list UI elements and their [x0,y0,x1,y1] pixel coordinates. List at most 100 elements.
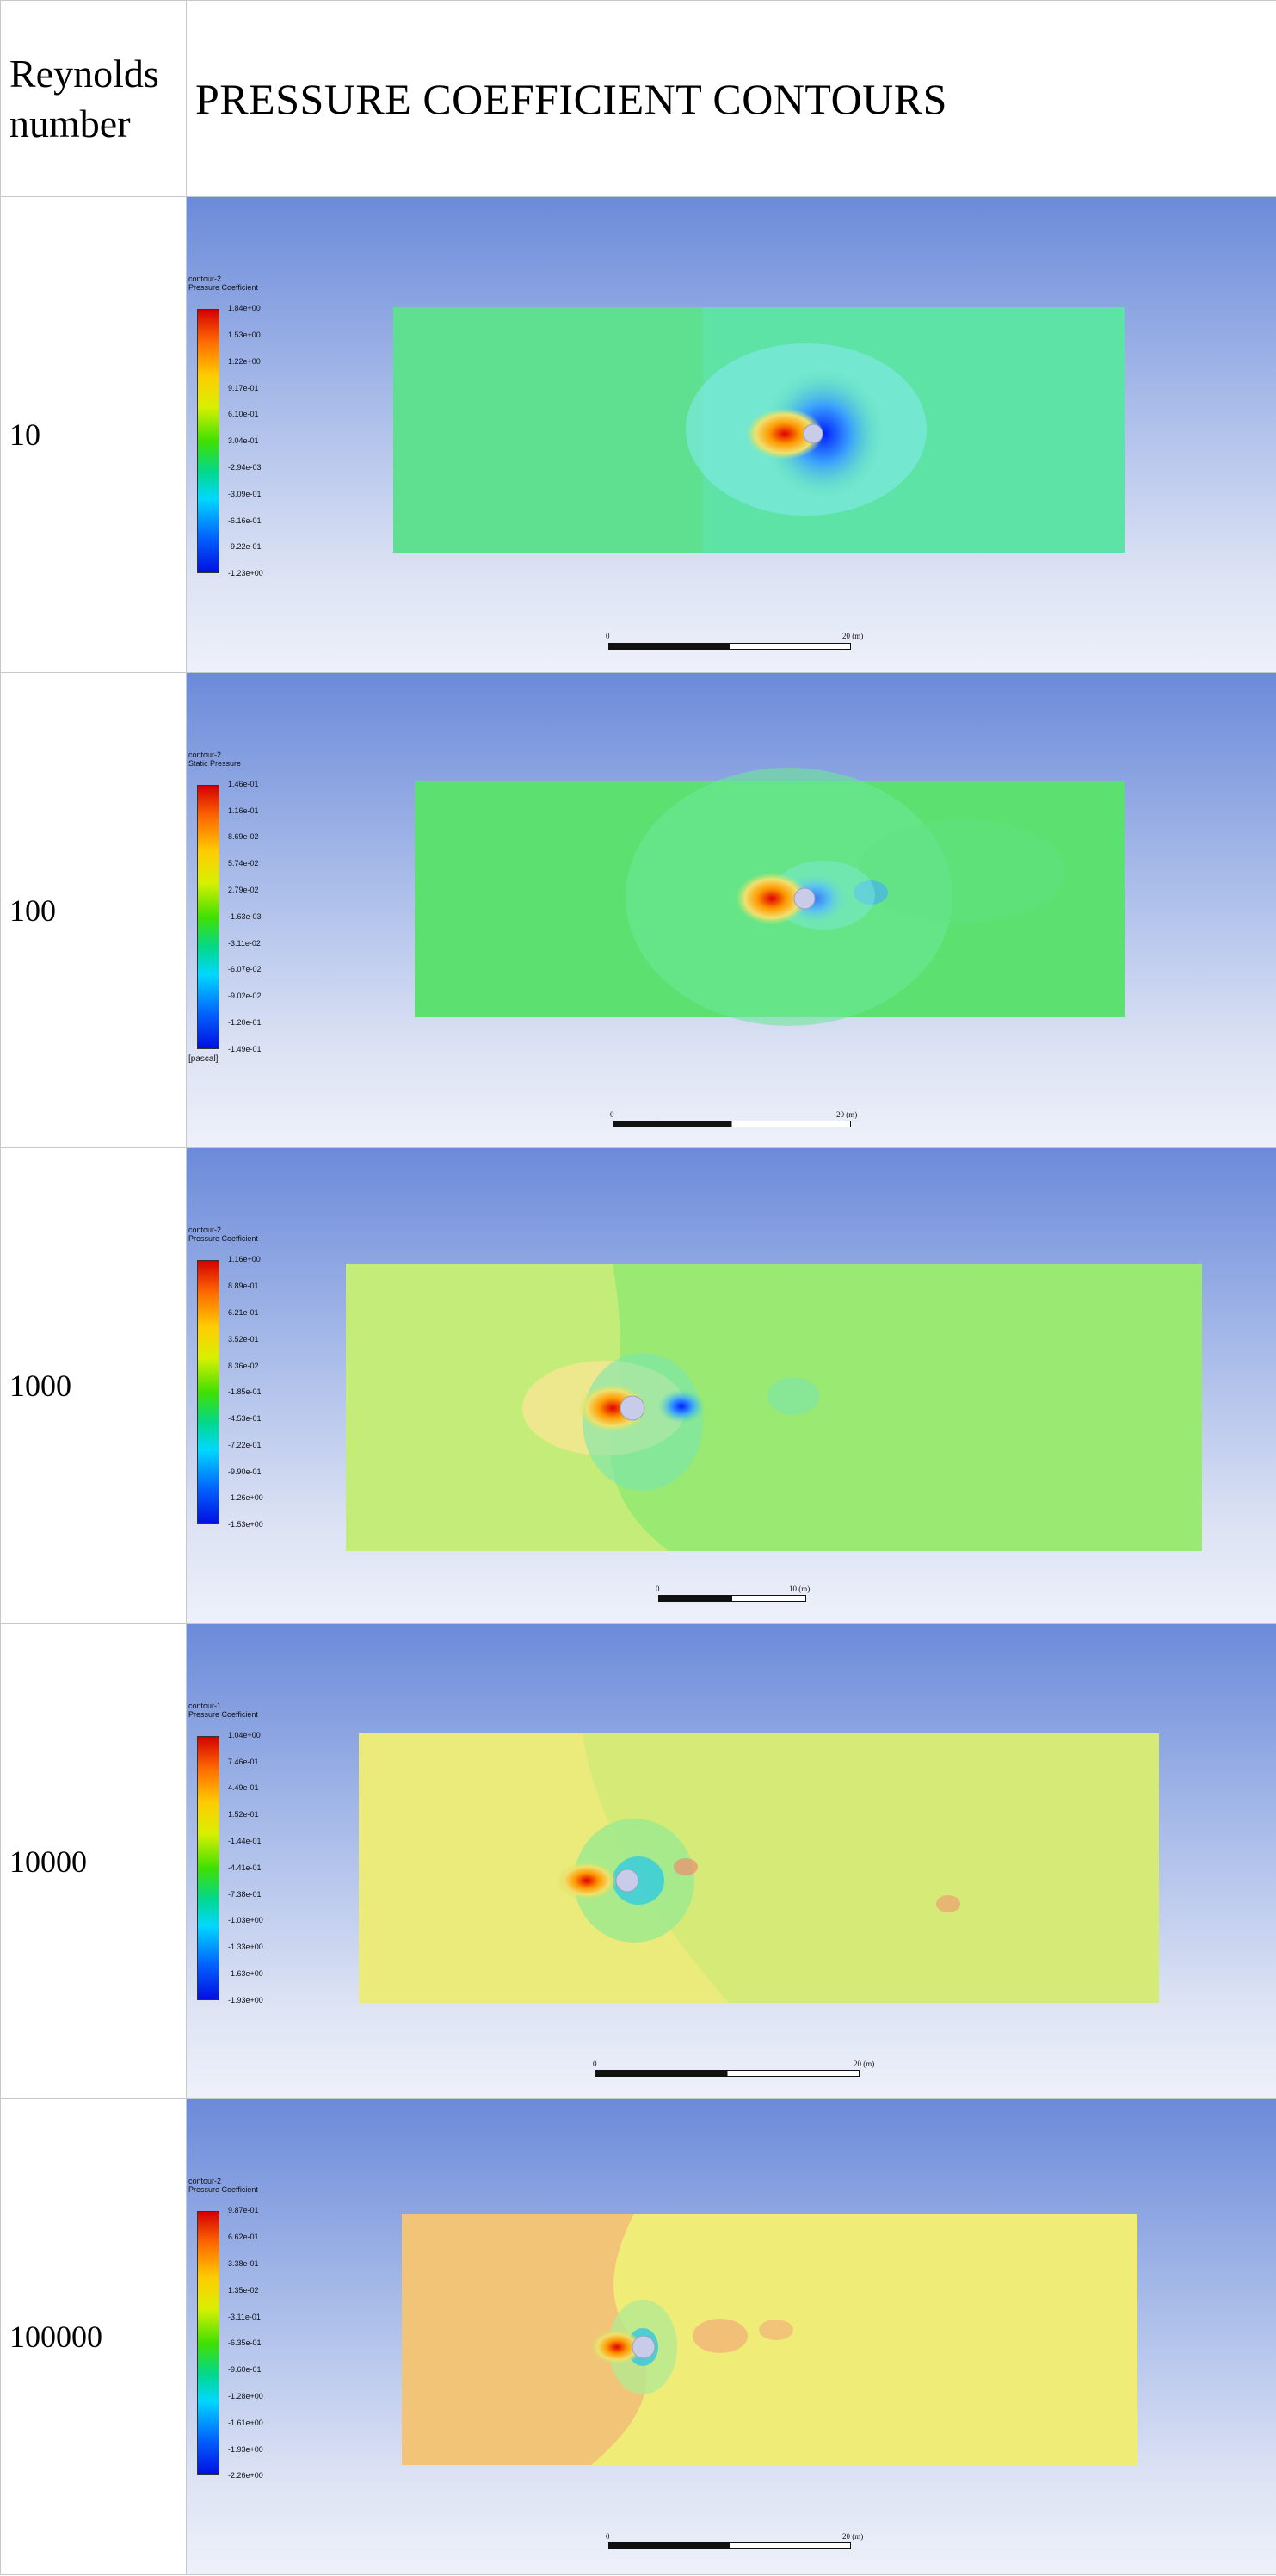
color-bar [197,2211,219,2476]
cylinder [632,2335,656,2359]
scale-end-label: 20 (m) [836,1109,858,1119]
scale-start-label: 0 [593,2059,597,2068]
legend-tick: -6.35e-01 [228,2338,262,2348]
legend-tick: 2.79e-02 [228,885,259,894]
legend-tick: -9.90e-01 [228,1467,262,1476]
legend-tick: 5.74e-02 [228,859,259,868]
legend-variable: Pressure Coefficient [188,283,258,293]
legend-tick: 9.87e-01 [228,2206,259,2215]
color-bar [197,309,219,574]
table-row: 10 [0,196,1276,673]
legend-tick: -9.22e-01 [228,542,262,552]
contour-image-cell: contour-2 Pressure Coefficient 1.16e+00 8… [186,1147,1276,1624]
legend-tick: 3.04e-01 [228,436,259,446]
legend-tick: 6.62e-01 [228,2233,259,2242]
legend-tick: -9.02e-02 [228,991,262,1001]
scale-start-label: 0 [656,1585,660,1594]
legend-tick: 9.17e-01 [228,383,259,392]
legend-tick: -1.28e+00 [228,2391,263,2400]
legend-tick: -1.03e+00 [228,1916,263,1925]
legend-variable: Static Pressure [188,758,242,768]
scale-end-label: 10 (m) [789,1585,811,1594]
legend-tick: -1.63e+00 [228,1969,263,1979]
legend-tick: 1.16e-01 [228,806,259,815]
legend-tick: -3.09e-01 [228,489,262,498]
scale-end-label: 20 (m) [842,2532,864,2542]
legend-tick: -1.23e+00 [228,569,263,578]
table-row: 1000 contour-2 Pressure Coefficient 1.16e… [0,1147,1276,1624]
scale-bar [608,2542,851,2550]
legend-tick: -1.61e+00 [228,2418,263,2427]
legend-tick: 1.46e-01 [228,779,259,788]
legend-tick: -1.49e-01 [228,1044,262,1053]
legend-tick: 8.69e-02 [228,832,259,842]
legend-tick: 3.52e-01 [228,1334,259,1344]
color-bar [197,1735,219,2000]
scale-end-label: 20 (m) [854,2059,875,2068]
legend-tick: -9.60e-01 [228,2365,262,2375]
legend-variable: Pressure Coefficient [188,1234,258,1244]
contour-plot: contour-2 Static Pressure 1.46e-01 1.16e-… [187,673,1276,1147]
legend-tick: -6.07e-02 [228,965,262,974]
legend-tick: 8.36e-02 [228,1361,259,1370]
legend-tick: -7.22e-01 [228,1440,262,1449]
legend-tick: 7.46e-01 [228,1757,259,1766]
legend-tick: -7.38e-01 [228,1889,262,1899]
legend-ticks: 1.46e-01 1.16e-01 8.69e-02 5.74e-02 2.79… [228,780,297,1053]
legend-tick: -1.85e-01 [228,1387,262,1397]
reynolds-value: 10 [0,196,187,673]
contour-plot: contour-2 Pressure Coefficient 1.84e+00 1… [187,197,1276,672]
legend-contour-name: contour-1 [188,1701,222,1710]
legend-tick: 1.52e-01 [228,1810,259,1819]
scale-start-label: 0 [606,2532,610,2542]
legend-tick: -2.26e+00 [228,2471,263,2480]
domain-contour [415,767,1125,1026]
legend-tick: -4.41e-01 [228,1863,262,1872]
legend-tick: -3.11e-02 [228,938,261,948]
cylinder [793,887,816,910]
reynolds-value: 10000 [0,1622,187,2100]
legend-variable: Pressure Coefficient [188,2185,258,2195]
legend-tick: 1.04e+00 [228,1730,261,1739]
legend-tick: -1.20e-01 [228,1017,262,1027]
contour-image-cell: contour-2 Pressure Coefficient 1.84e+00 1… [186,196,1276,673]
legend-title: contour-2 Pressure Coefficient [188,275,258,292]
legend-tick: -1.93e+00 [228,2444,263,2454]
legend-ticks: 9.87e-01 6.62e-01 3.38e-01 1.35e-02 -3.1… [228,2206,297,2480]
legend-tick: 1.16e+00 [228,1255,261,1264]
domain-contour [359,1733,1159,2003]
legend-tick: 1.53e+00 [228,330,261,340]
cylinder [620,1395,645,1421]
contour-image-cell: contour-2 Static Pressure 1.46e-01 1.16e-… [186,671,1276,1149]
legend-variable: Pressure Coefficient [188,1709,258,1719]
scale-bar [613,1120,851,1127]
scale-start-label: 0 [606,632,610,641]
contours-header: PRESSURE COEFFICIENT CONTOURS [186,0,1276,198]
scale-bar [608,643,851,651]
legend-tick: -2.94e-03 [228,463,262,472]
legend-tick: 1.22e+00 [228,356,261,366]
contour-image-cell: contour-1 Pressure Coefficient 1.04e+00 7… [186,1622,1276,2100]
legend-title: contour-2 Static Pressure [188,751,241,768]
legend-tick: 1.84e+00 [228,304,261,313]
scale-bar [595,2069,860,2077]
reynolds-value: 100 [0,671,187,1149]
legend-ticks: 1.84e+00 1.53e+00 1.22e+00 9.17e-01 6.10… [228,304,297,578]
header-row: Reynolds number PRESSURE COEFFICIENT CON… [0,0,1276,198]
scale-start-label: 0 [610,1109,614,1119]
contour-plot: contour-2 Pressure Coefficient 9.87e-01 6… [187,2099,1276,2574]
legend-unit: [pascal] [188,1053,219,1064]
table-row: 10000 contour-1 Pressure Coefficient 1.04… [0,1622,1276,2100]
legend-tick: -6.16e-01 [228,516,262,525]
legend-tick: -4.53e-01 [228,1414,262,1424]
domain-contour [346,1264,1202,1552]
legend-tick: 6.21e-01 [228,1307,259,1317]
reynolds-value: 1000 [0,1147,187,1624]
legend-contour-name: contour-2 [188,1226,222,1235]
legend-tick: 3.38e-01 [228,2259,259,2268]
legend-ticks: 1.16e+00 8.89e-01 6.21e-01 3.52e-01 8.36… [228,1255,297,1529]
domain-contour [402,2214,1137,2466]
legend-tick: -1.26e+00 [228,1493,263,1503]
cylinder [803,423,823,444]
